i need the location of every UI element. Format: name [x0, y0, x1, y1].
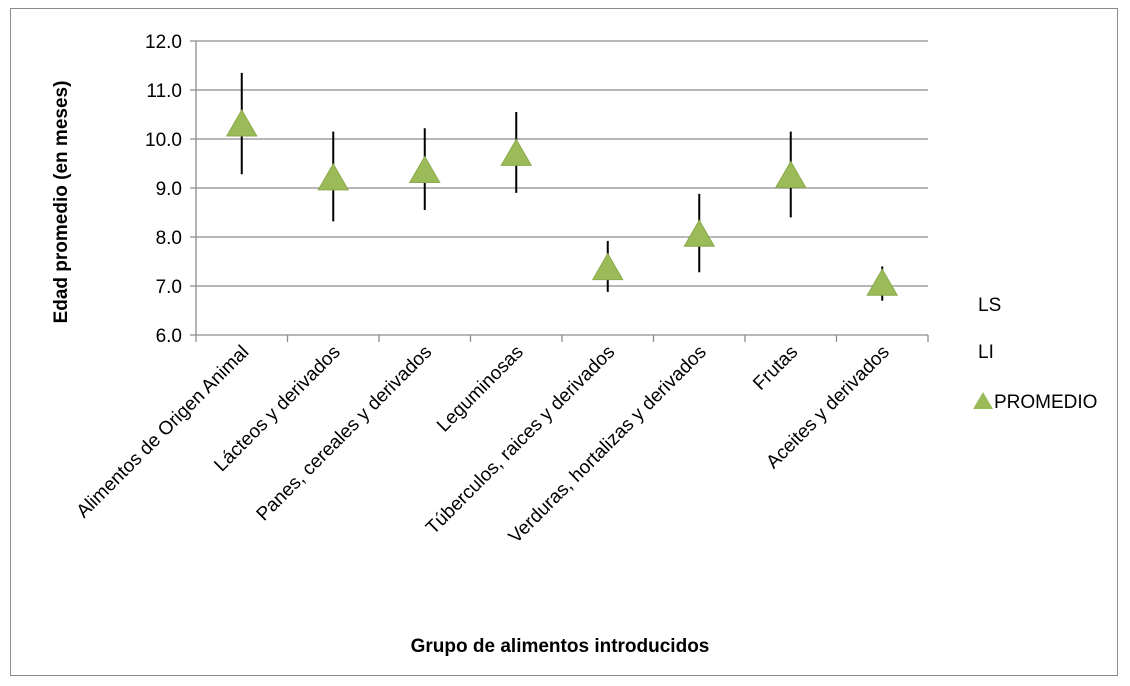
y-tick-label: 8.0	[156, 228, 182, 249]
promedio-marker	[408, 155, 441, 184]
legend-entry-promedio: PROMEDIO	[994, 392, 1097, 413]
y-tick-label: 9.0	[156, 179, 182, 200]
promedio-marker	[683, 219, 716, 247]
promedio-marker	[317, 162, 350, 191]
promedio-marker	[591, 252, 624, 281]
x-category-label: Verduras, hortalizas y derivados	[505, 342, 711, 548]
y-tick-label: 7.0	[156, 277, 182, 298]
data-points	[225, 108, 899, 296]
legend-marker-promedio	[973, 392, 993, 409]
axes	[195, 41, 929, 342]
x-category-label: Frutas	[749, 342, 802, 395]
promedio-marker	[500, 138, 533, 166]
promedio-marker	[225, 108, 258, 137]
x-category-label: Alimentos de Origen Animal	[73, 342, 254, 523]
gridlines	[190, 40, 928, 336]
y-tick-label: 6.0	[156, 326, 182, 347]
x-category-label: Túberculos, raices y derivados	[422, 342, 619, 539]
y-axis-title: Edad promedio (en meses)	[51, 81, 72, 324]
x-axis-title: Grupo de alimentos introducidos	[411, 636, 710, 657]
chart-frame	[10, 8, 1118, 676]
y-tick-labels: 6.0 7.0 8.0 9.0 10.0 11.0 12.0	[145, 32, 182, 347]
y-tick-label: 12.0	[145, 32, 182, 53]
legend: LS LI PROMEDIO	[973, 295, 1097, 413]
promedio-marker	[866, 268, 899, 296]
y-tick-label: 10.0	[145, 130, 182, 151]
legend-entry-li: LI	[978, 342, 994, 363]
x-category-label: Leguminosas	[433, 342, 528, 437]
promedio-marker	[774, 160, 807, 188]
y-tick-label: 11.0	[146, 81, 182, 102]
x-category-label: Panes, cereales y derivados	[253, 342, 437, 526]
legend-entry-ls: LS	[978, 295, 1001, 316]
